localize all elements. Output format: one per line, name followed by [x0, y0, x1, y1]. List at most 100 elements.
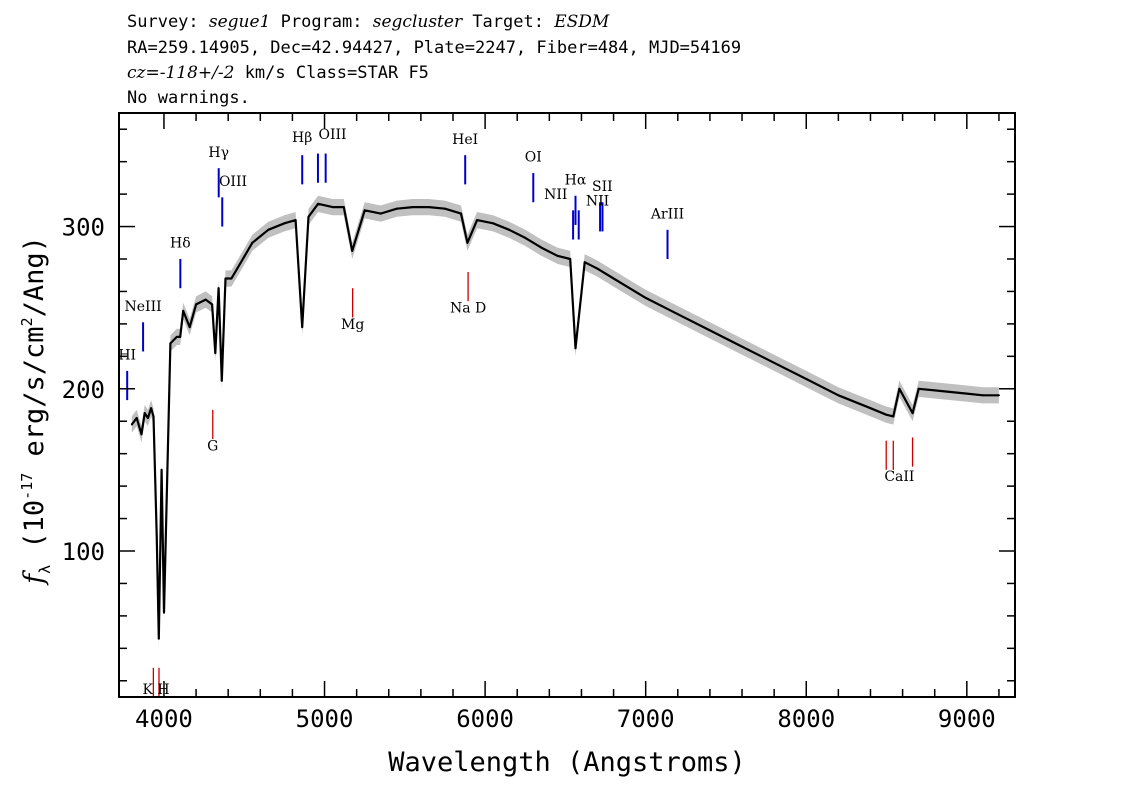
- spectral-line-label: NII: [586, 193, 609, 209]
- spectral-line-label: Hγ: [208, 145, 229, 161]
- flux-point: [411, 206, 414, 209]
- flux-point: [395, 207, 398, 210]
- y-tick-label: 300: [62, 214, 105, 242]
- spectrum-layer: [130, 202, 1000, 640]
- flux-point: [240, 261, 242, 264]
- flux-point: [175, 335, 178, 338]
- y-tick-label: 200: [62, 376, 105, 404]
- flux-point: [933, 389, 936, 392]
- flux-point: [492, 222, 495, 225]
- spectral-line-label: HI: [118, 348, 136, 364]
- flux-point: [179, 335, 182, 338]
- spectral-line-label: OIII: [319, 127, 347, 143]
- flux-point: [917, 387, 920, 390]
- flux-point: [217, 287, 220, 290]
- x-tick-label: 7000: [617, 705, 675, 733]
- flux-point: [160, 468, 163, 471]
- flux-point: [644, 296, 647, 299]
- spectral-line-label: Hβ: [292, 130, 312, 146]
- spectral-line-label: HeI: [452, 132, 478, 148]
- flux-point: [460, 212, 462, 215]
- flux-point: [556, 254, 559, 257]
- header-line-warnings: No warnings.: [127, 88, 250, 108]
- flux-point: [476, 219, 479, 222]
- flux-point: [301, 326, 304, 329]
- flux-point: [981, 394, 984, 397]
- flux-point: [267, 228, 270, 231]
- flux-point: [892, 415, 895, 418]
- flux-point: [676, 313, 679, 316]
- flux-point: [911, 412, 914, 415]
- x-tick-label: 5000: [296, 705, 354, 733]
- flux-point: [307, 215, 310, 218]
- flux-point: [885, 413, 888, 416]
- spectral-line-label: Hα: [565, 172, 587, 188]
- spectral-line-label: OIII: [219, 174, 247, 190]
- flux-point: [466, 241, 469, 244]
- flux-point: [965, 392, 968, 395]
- error-band-layer: [131, 195, 999, 647]
- flux-point: [214, 352, 217, 355]
- x-tick-label: 8000: [777, 705, 835, 733]
- spectral-line-label: Mg: [341, 317, 364, 333]
- flux-point: [152, 415, 155, 418]
- x-tick-label: 6000: [456, 705, 514, 733]
- flux-point: [379, 212, 382, 215]
- survey-name: segue1: [208, 12, 271, 32]
- spectral-line-label: Na D: [450, 301, 486, 317]
- axis-ticks-layer: 4000 5000 6000 7000 8000 9000 100 200 300: [62, 113, 1015, 733]
- flux-point: [220, 379, 223, 382]
- spectral-line-label: CaII: [884, 469, 914, 485]
- spectral-line-label: G: [207, 438, 218, 454]
- spectral-line-label: ArIII: [650, 206, 684, 222]
- flux-point: [569, 258, 572, 260]
- flux-point: [224, 277, 227, 280]
- flux-point: [188, 326, 191, 329]
- flux-point: [949, 391, 952, 393]
- redshift-value: cz=-118+/-2: [127, 63, 235, 83]
- flux-point: [805, 378, 808, 380]
- flux-point: [997, 394, 1000, 397]
- flux-point: [157, 637, 160, 640]
- flux-point: [342, 206, 345, 209]
- flux-point: [869, 407, 872, 410]
- flux-error-band: [131, 195, 999, 647]
- spectral-line-label: Hδ: [170, 236, 191, 252]
- flux-point: [146, 417, 149, 419]
- y-tick-label: 100: [62, 538, 105, 566]
- x-axis-title: Wavelength (Angstroms): [388, 747, 746, 778]
- flux-point: [230, 277, 233, 280]
- flux-point: [898, 387, 901, 390]
- flux-point: [135, 417, 138, 419]
- flux-series-line: [130, 202, 999, 640]
- flux-point: [596, 267, 599, 270]
- spectral-lines-layer: [126, 153, 914, 697]
- spectral-line-label: OI: [525, 150, 542, 166]
- flux-point: [444, 207, 446, 210]
- flux-point: [363, 209, 366, 212]
- x-tick-label: 9000: [938, 705, 996, 733]
- flux-point: [251, 241, 254, 244]
- flux-point: [317, 202, 320, 205]
- flux-point: [773, 361, 776, 364]
- x-tick-label: 4000: [135, 705, 193, 733]
- flux-point: [583, 261, 586, 264]
- flux-point: [524, 236, 527, 239]
- flux-point: [741, 345, 743, 348]
- program-name: segcluster: [372, 12, 463, 32]
- flux-point: [169, 342, 172, 345]
- flux-point: [331, 206, 334, 209]
- flux-point: [155, 533, 158, 536]
- flux-point: [150, 407, 153, 410]
- flux-point: [140, 433, 143, 436]
- flux-point: [182, 309, 185, 312]
- flux-point: [163, 611, 165, 614]
- target-name: ESDM: [554, 12, 610, 32]
- header-line-redshift: cz=-118+/-2 km/s Class=STAR F5: [127, 63, 429, 83]
- flux-point: [351, 249, 354, 252]
- flux-point: [837, 394, 840, 397]
- flux-point: [508, 228, 511, 231]
- flux-point: [283, 222, 286, 225]
- spectral-line-label: NII: [544, 187, 567, 203]
